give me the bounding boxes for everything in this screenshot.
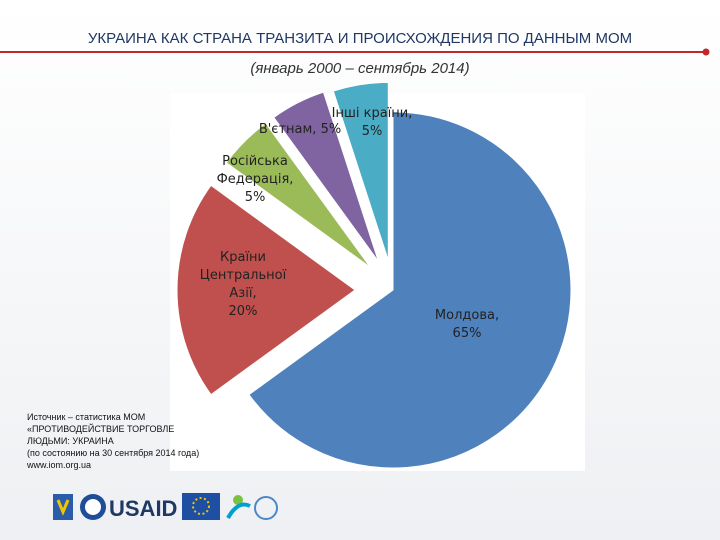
source-line: ЛЮДЬМИ: УКРАИНА [27,436,114,446]
pie-slice [273,91,379,262]
slice-category: Молдова, [434,308,500,323]
pie-slice [225,122,371,268]
slice-label: Країни Центральної Азії, 20% [200,249,286,321]
pie-slice [176,184,356,396]
slice-value-label: 20% [228,304,258,319]
rule-dot [702,48,710,56]
source-line: www.iom.org.ua [27,460,92,470]
slice-category: Російська Федерація, [216,154,294,187]
source-note: Источник – статистика МОМ «ПРОТИВОДЕЙСТВИ… [27,411,199,471]
pie-slice [248,111,572,469]
slice-value-label: 5% [244,190,266,205]
slice-category: В'єтнам, [258,122,317,137]
subtitle: (январь 2000 – сентябрь 2014) [250,60,470,77]
source-line: Источник – статистика МОМ [27,412,146,422]
slice-label: Молдова, 65% [435,307,499,343]
slice-category: Інші країни, [331,106,413,121]
slice-value-label: 5% [361,124,383,139]
slice-label: Інші країни, 5% [332,105,413,141]
source-line: (по состоянию на 30 сентября 2014 года) [27,448,200,458]
slice-category: Країни Центральної Азії, [199,250,287,301]
slice-label: Російська Федерація, 5% [217,153,294,207]
slice-value-label: 65% [452,326,482,341]
pie-slice [332,81,389,261]
slice-label: В'єтнам, 5% [259,121,341,139]
slice-value-label: 5% [320,122,342,137]
title: УКРАИНА КАК СТРАНА ТРАНЗИТА И ПРОИСХОЖДЕ… [87,30,633,47]
source-line: «ПРОТИВОДЕЙСТВИЕ ТОРГОВЛЕ [27,424,175,434]
